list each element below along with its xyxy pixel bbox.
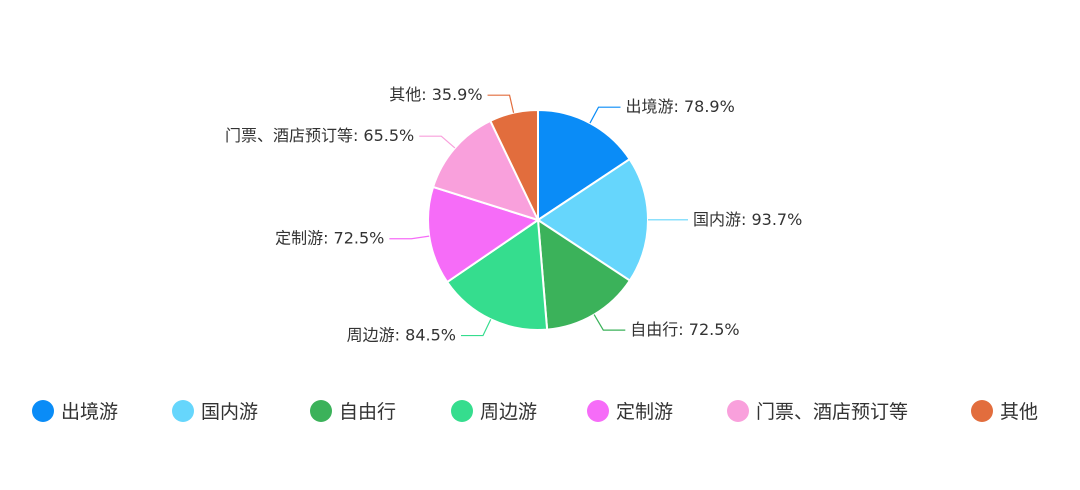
leader-line-0 (589, 106, 621, 124)
legend-label-6: 其他 (1000, 401, 1038, 423)
data-label-3: 周边游: 84.5% (347, 326, 456, 345)
legend-marker-0 (32, 400, 54, 422)
legend-label-1: 国内游 (201, 401, 258, 423)
legend-marker-3 (451, 400, 473, 422)
legend-marker-1 (172, 400, 194, 422)
pie-slice-3[interactable] (445, 218, 549, 331)
pie-slice-0[interactable] (537, 108, 632, 222)
pie-slice-5[interactable] (431, 119, 540, 222)
legend-label-4: 定制游 (616, 401, 673, 423)
data-label-6: 其他: 35.9% (389, 85, 482, 104)
legend-label-2: 自由行 (339, 401, 396, 423)
legend-marker-2 (310, 400, 332, 422)
legend-item-2[interactable]: 自由行 (310, 400, 396, 423)
data-label-0: 出境游: 78.9% (625, 97, 734, 116)
data-label-5: 门票、酒店预订等: 65.5% (225, 126, 414, 145)
legend-label-3: 周边游 (480, 401, 537, 423)
legend-item-1[interactable]: 国内游 (172, 400, 258, 423)
data-label-4: 定制游: 72.5% (275, 229, 384, 248)
pie-slice-1[interactable] (536, 157, 649, 282)
pie-slice-2[interactable] (536, 218, 632, 331)
legend-item-3[interactable]: 周边游 (451, 400, 537, 423)
leader-line-3 (460, 319, 492, 337)
leader-line-6 (487, 94, 515, 113)
legend-item-0[interactable]: 出境游 (32, 400, 118, 423)
leader-line-4 (389, 235, 430, 240)
legend-label-5: 门票、酒店预订等 (756, 401, 908, 423)
legend-item-5[interactable]: 门票、酒店预订等 (727, 400, 908, 423)
legend-marker-5 (727, 400, 749, 422)
legend-marker-4 (587, 400, 609, 422)
legend-label-0: 出境游 (61, 401, 118, 423)
data-label-2: 自由行: 72.5% (630, 320, 739, 339)
legend-item-6[interactable]: 其他 (971, 400, 1038, 423)
leader-line-2 (593, 314, 626, 331)
data-label-1: 国内游: 93.7% (693, 210, 802, 229)
legend-item-4[interactable]: 定制游 (587, 400, 673, 423)
legend-marker-6 (971, 400, 993, 422)
leader-line-5 (419, 135, 456, 149)
